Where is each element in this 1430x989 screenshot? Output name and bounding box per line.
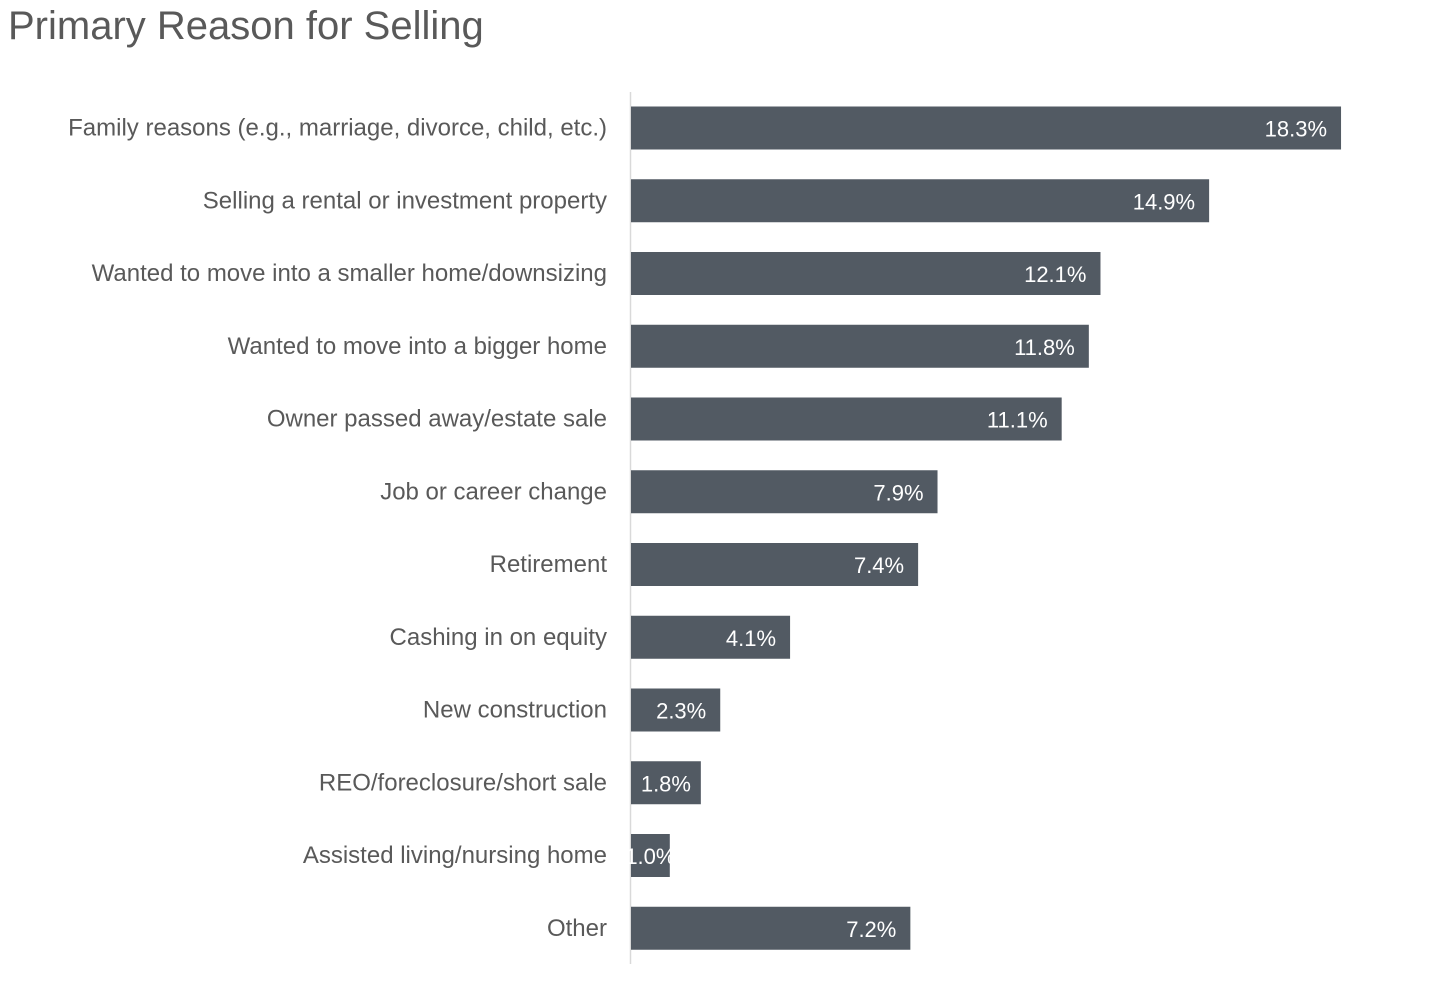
bar <box>631 470 938 514</box>
value-label: 14.9% <box>1133 189 1195 214</box>
bar <box>631 106 1342 150</box>
category-label: Job or career change <box>380 478 607 505</box>
category-label: Selling a rental or investment property <box>203 187 607 214</box>
category-label: REO/foreclosure/short sale <box>319 769 607 796</box>
category-label: Family reasons (e.g., marriage, divorce,… <box>68 115 607 142</box>
value-label: 11.8% <box>1014 335 1075 360</box>
bars-group: Family reasons (e.g., marriage, divorce,… <box>68 106 1342 950</box>
value-label: 11.1% <box>987 408 1048 433</box>
bar <box>631 324 1089 368</box>
value-label: 7.9% <box>873 480 923 505</box>
bar <box>631 397 1062 441</box>
category-label: Assisted living/nursing home <box>303 842 607 869</box>
bar <box>631 252 1101 295</box>
category-label: Owner passed away/estate sale <box>267 406 607 433</box>
bar <box>631 906 911 950</box>
category-label: Cashing in on equity <box>390 624 607 651</box>
bar <box>631 761 701 805</box>
category-label: Wanted to move into a bigger home <box>228 333 607 360</box>
category-label: New construction <box>423 697 607 724</box>
bar <box>631 834 670 877</box>
value-label: 12.1% <box>1024 262 1086 287</box>
value-label: 2.3% <box>656 699 706 724</box>
value-label: 4.1% <box>726 626 776 651</box>
value-label: 18.3% <box>1265 117 1327 142</box>
category-label: Wanted to move into a smaller home/downs… <box>92 260 607 287</box>
category-label: Other <box>547 915 607 942</box>
value-label: 1.8% <box>641 771 691 796</box>
category-label: Retirement <box>490 551 608 578</box>
bar <box>631 615 791 659</box>
bar <box>631 179 1210 223</box>
value-label: 7.2% <box>846 917 896 942</box>
value-label: 7.4% <box>854 553 904 578</box>
value-label: 1.0% <box>625 844 675 869</box>
chart-title: Primary Reason for Selling <box>8 4 484 48</box>
bar <box>631 543 919 586</box>
bar <box>631 688 721 732</box>
